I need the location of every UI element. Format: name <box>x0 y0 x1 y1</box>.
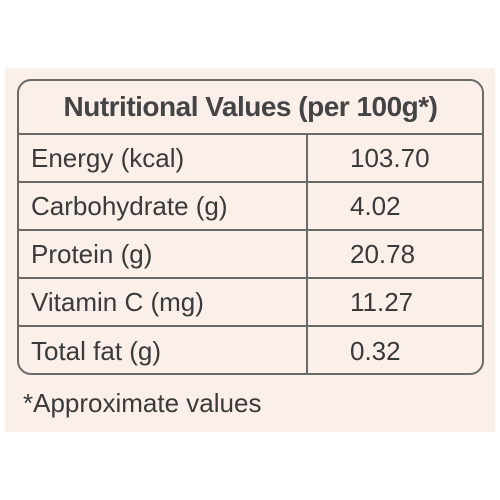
row-label-carbohydrate: Carbohydrate (g) <box>19 183 308 229</box>
row-value-carbohydrate: 4.02 <box>350 190 401 221</box>
row-value-total-fat: 0.32 <box>350 335 401 366</box>
table-row: Protein (g) 20.78 <box>19 231 482 279</box>
row-value-protein: 20.78 <box>350 238 416 269</box>
row-value-energy: 103.70 <box>350 142 430 173</box>
row-label-energy: Energy (kcal) <box>19 135 308 181</box>
row-label-total-fat: Total fat (g) <box>19 327 308 373</box>
row-label-vitamin-c: Vitamin C (mg) <box>19 279 308 325</box>
table-row: Vitamin C (mg) 11.27 <box>19 279 482 327</box>
table-row: Total fat (g) 0.32 <box>19 327 482 373</box>
table-title: Nutritional Values (per 100g*) <box>19 81 482 135</box>
row-value-vitamin-c: 11.27 <box>350 286 414 317</box>
nutrition-panel <box>5 68 495 432</box>
row-label-protein: Protein (g) <box>19 231 308 277</box>
table-row: Energy (kcal) 103.70 <box>19 135 482 183</box>
table-row: Carbohydrate (g) 4.02 <box>19 183 482 231</box>
nutrition-table: Nutritional Values (per 100g*) Energy (k… <box>17 79 484 375</box>
footnote: *Approximate values <box>23 388 262 418</box>
